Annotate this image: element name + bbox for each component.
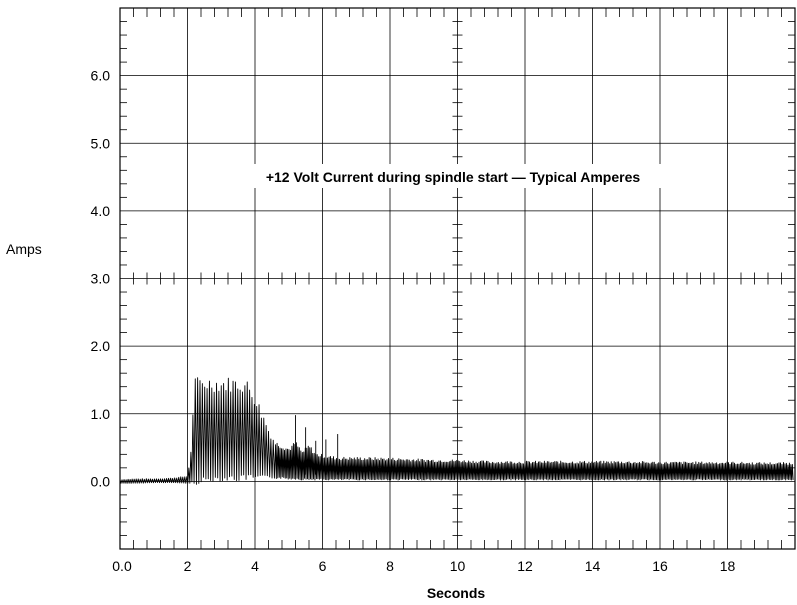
y-tick-label: 4.0: [91, 203, 111, 219]
y-tick-label: 5.0: [91, 135, 111, 151]
y-tick-label: 2.0: [91, 338, 111, 354]
x-tick-label: 14: [585, 558, 601, 574]
x-axis-title: Seconds: [427, 585, 486, 601]
y-tick-label: 3.0: [91, 271, 111, 287]
trace-spikes: [295, 415, 339, 475]
title-backdrop: [224, 164, 682, 188]
minor-ticks: [120, 8, 795, 549]
x-tick-label: 18: [720, 558, 736, 574]
y-tick-label: 6.0: [91, 68, 111, 84]
x-tick-label: 16: [652, 558, 668, 574]
x-tick-labels: 0.0 2 4 6 8 10 12 14 16 18: [112, 558, 735, 574]
x-tick-label: 2: [184, 558, 192, 574]
x-tick-label: 8: [386, 558, 394, 574]
current-trace: [119, 377, 794, 485]
grid-lines: [120, 8, 795, 549]
y-tick-labels: 0.0 1.0 2.0 3.0 4.0 5.0 6.0: [91, 68, 111, 490]
y-tick-label: 1.0: [91, 406, 111, 422]
x-tick-label: 12: [517, 558, 533, 574]
x-tick-label: 10: [450, 558, 466, 574]
x-tick-label: 0.0: [112, 558, 132, 574]
y-tick-label: 0.0: [91, 473, 111, 489]
x-tick-label: 4: [251, 558, 259, 574]
chart-title: +12 Volt Current during spindle start — …: [266, 169, 641, 185]
y-axis-title: Amps: [6, 241, 42, 257]
x-tick-label: 6: [319, 558, 327, 574]
plot-frame: [119, 7, 796, 550]
